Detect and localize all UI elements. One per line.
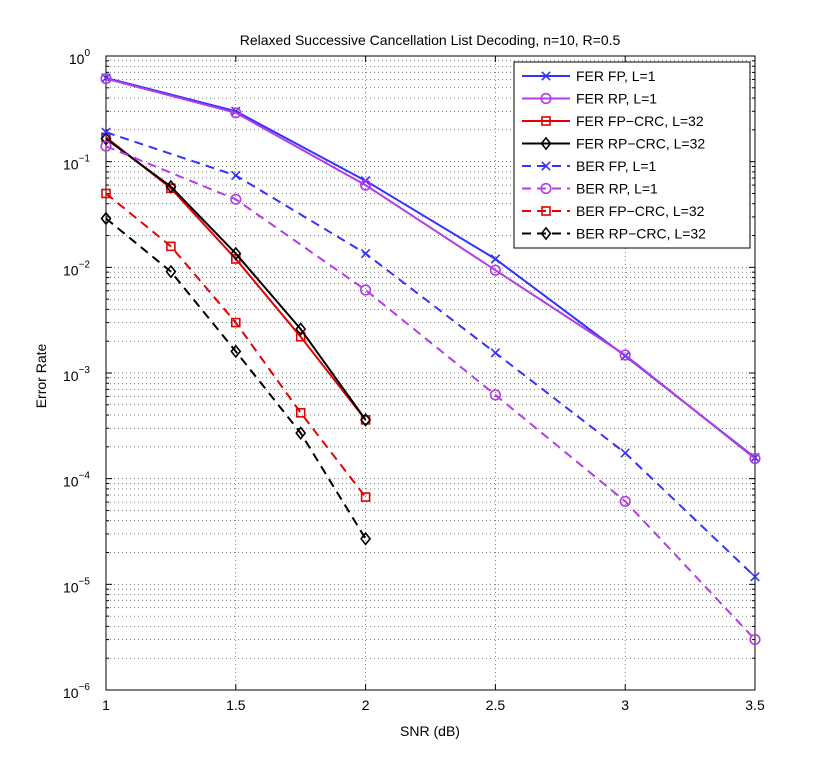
marker-x bbox=[541, 71, 551, 81]
legend-entry: BER RP, L=1 bbox=[522, 181, 658, 197]
marker-x bbox=[541, 161, 551, 171]
marker-diamond bbox=[165, 179, 177, 194]
legend-label: BER FP, L=1 bbox=[576, 158, 657, 174]
x-tick-label: 2.5 bbox=[486, 697, 506, 713]
marker-diamond bbox=[540, 226, 552, 241]
y-tick-label: 10−4 bbox=[63, 471, 90, 490]
marker-diamond bbox=[165, 264, 177, 279]
marker-circle bbox=[540, 92, 552, 105]
legend-entry: BER FP, L=1 bbox=[522, 158, 657, 174]
marker-diamond bbox=[360, 531, 372, 546]
marker-diamond bbox=[100, 211, 112, 226]
grid bbox=[106, 56, 755, 690]
marker-x bbox=[490, 254, 501, 264]
marker-circle bbox=[619, 495, 631, 507]
legend-entry: BER FP−CRC, L=32 bbox=[522, 203, 705, 219]
marker-x bbox=[490, 348, 501, 358]
marker-square bbox=[101, 188, 111, 199]
marker-circle bbox=[749, 452, 761, 465]
x-tick-label: 2 bbox=[362, 697, 370, 713]
y-tick-label: 10−2 bbox=[63, 259, 90, 278]
series-line bbox=[105, 145, 756, 641]
marker-circle bbox=[230, 193, 242, 205]
y-tick-label: 10−6 bbox=[63, 682, 90, 701]
marker-square bbox=[295, 408, 306, 418]
marker-x bbox=[750, 571, 760, 582]
series-7 bbox=[101, 188, 371, 502]
marker-diamond bbox=[540, 136, 552, 151]
marker-circle bbox=[489, 389, 502, 401]
series-8 bbox=[100, 211, 372, 546]
series-line bbox=[105, 77, 756, 460]
x-tick-label: 3 bbox=[621, 697, 629, 713]
legend-label: BER FP−CRC, L=32 bbox=[576, 203, 705, 219]
series-line bbox=[105, 137, 367, 421]
legend-label: FER FP, L=1 bbox=[576, 68, 656, 84]
x-tick-label: 3.5 bbox=[745, 697, 765, 713]
x-tick-label: 1.5 bbox=[226, 697, 246, 713]
marker-circle bbox=[360, 284, 372, 296]
series-6 bbox=[100, 140, 761, 646]
y-tick-label: 100 bbox=[69, 48, 91, 67]
legend-label: FER FP−CRC, L=32 bbox=[576, 113, 704, 129]
legend-entry: FER RP, L=1 bbox=[522, 91, 657, 107]
legend-box bbox=[513, 61, 751, 249]
marker-square bbox=[541, 116, 551, 126]
series-group bbox=[100, 73, 761, 646]
legend-entry: FER FP−CRC, L=32 bbox=[522, 113, 704, 129]
y-tick-label: 10−5 bbox=[63, 576, 90, 595]
marker-diamond bbox=[295, 426, 307, 440]
marker-x bbox=[620, 448, 630, 458]
marker-circle bbox=[540, 182, 552, 195]
y-axis-label: Error Rate bbox=[33, 344, 49, 409]
y-tick-label: 10−1 bbox=[63, 154, 90, 173]
plot-frame bbox=[105, 55, 756, 691]
marker-x bbox=[360, 248, 371, 259]
marker-square bbox=[231, 317, 241, 328]
marker-circle bbox=[749, 633, 761, 646]
marker-square bbox=[541, 206, 551, 216]
series-5 bbox=[101, 127, 760, 582]
marker-diamond bbox=[230, 344, 242, 359]
y-tick-label: 10−3 bbox=[63, 365, 90, 384]
series-2 bbox=[100, 73, 761, 465]
series-line bbox=[105, 192, 367, 498]
legend-entry: FER FP, L=1 bbox=[522, 68, 656, 84]
marker-x bbox=[101, 127, 111, 137]
marker-square bbox=[295, 332, 306, 342]
marker-circle bbox=[100, 73, 112, 85]
marker-circle bbox=[230, 107, 242, 119]
marker-diamond bbox=[295, 322, 307, 337]
legend-entry: BER RP−CRC, L=32 bbox=[522, 226, 706, 242]
series-line bbox=[105, 131, 756, 578]
marker-x bbox=[231, 170, 241, 181]
series-4 bbox=[100, 131, 372, 427]
legend-label: FER RP−CRC, L=32 bbox=[576, 136, 705, 152]
axes: 1 1.5 2 2.5 3 3.5 10−6 10−5 10−4 10−3 10−2 10−1 100 bbox=[63, 48, 765, 713]
marker-circle bbox=[100, 140, 112, 152]
chart-title: Relaxed Successive Cancellation List Dec… bbox=[240, 32, 621, 48]
marker-circle bbox=[619, 349, 631, 361]
marker-diamond bbox=[360, 413, 372, 427]
series-line bbox=[105, 217, 367, 540]
legend-label: BER RP−CRC, L=32 bbox=[576, 226, 706, 242]
legend: FER FP, L=1 FER RP, L=1 FER FP−CRC, L=32 FE… bbox=[513, 61, 751, 249]
marker-circle bbox=[489, 264, 502, 276]
x-tick-label: 1 bbox=[102, 697, 110, 713]
marker-diamond bbox=[230, 246, 242, 261]
legend-label: FER RP, L=1 bbox=[576, 91, 657, 107]
legend-label: BER RP, L=1 bbox=[576, 181, 658, 197]
x-axis-label: SNR (dB) bbox=[400, 723, 460, 739]
marker-square bbox=[360, 492, 371, 502]
marker-circle bbox=[360, 179, 372, 191]
marker-diamond bbox=[100, 131, 112, 146]
marker-square bbox=[166, 241, 176, 252]
legend-entry: FER RP−CRC, L=32 bbox=[522, 136, 705, 152]
